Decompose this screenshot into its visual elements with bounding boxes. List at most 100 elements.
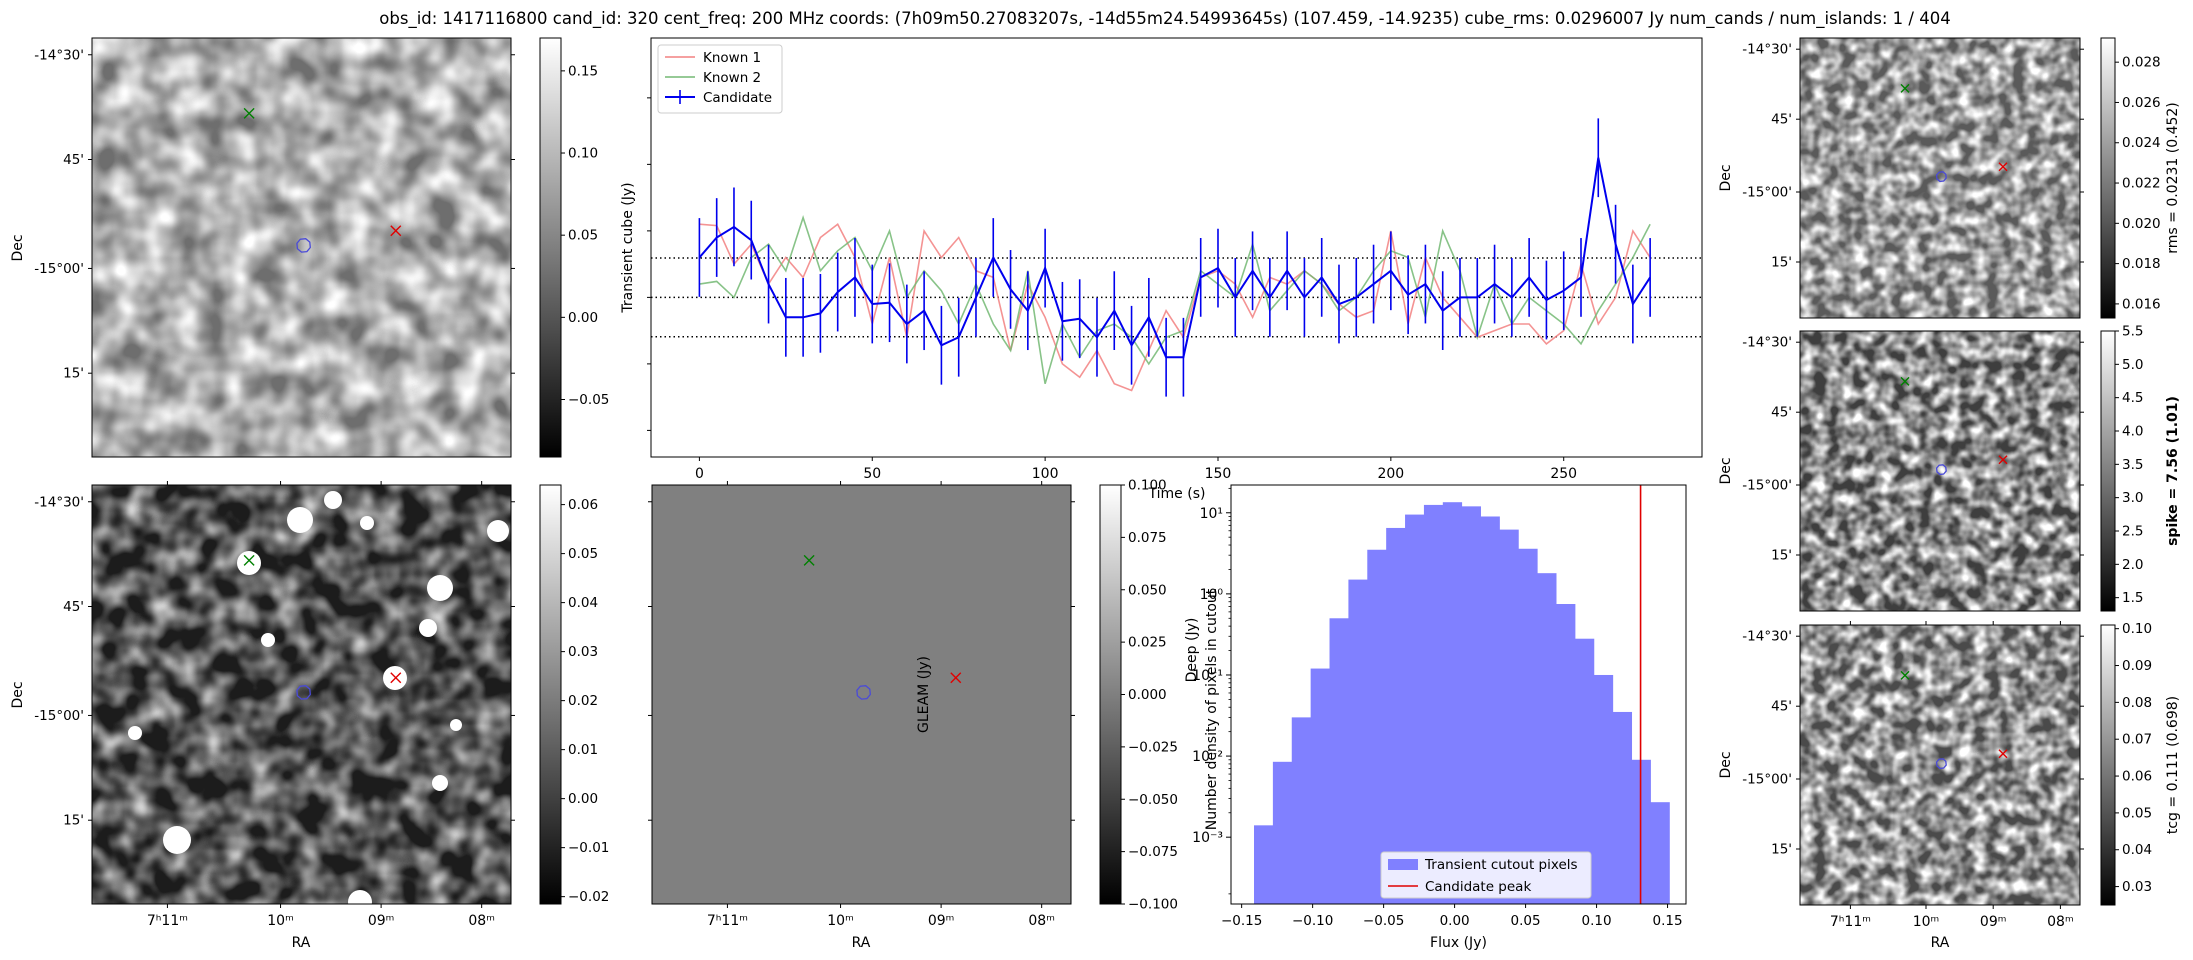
deep-ra-label: RA bbox=[292, 935, 311, 951]
colorbar-tick-label: 0.07 bbox=[2122, 732, 2152, 748]
x-tick-label: −0.10 bbox=[1292, 913, 1333, 929]
colorbar-tick-label: 0.06 bbox=[2122, 769, 2152, 785]
histogram-bar bbox=[1348, 579, 1368, 904]
ra-tick-label: 7ʰ11ᵐ bbox=[1830, 914, 1871, 930]
ra-tick-label: 7ʰ11ᵐ bbox=[147, 913, 188, 929]
colorbar-tick-label: 0.03 bbox=[2122, 879, 2152, 895]
colorbar-tick-label: 0.000 bbox=[1128, 687, 1167, 703]
deep-dec-ticks: -14°30' 45' -15°00' 15' bbox=[34, 494, 515, 829]
dec-tick-label: -14°30' bbox=[1742, 335, 1792, 351]
candidate-contour-marker bbox=[1935, 758, 1947, 770]
dec-tick-label: 15' bbox=[1771, 548, 1792, 564]
dec-tick-label: -14°30' bbox=[34, 494, 84, 510]
deep-source bbox=[450, 719, 462, 731]
y-tick-label: 10⁻¹ bbox=[1192, 668, 1223, 684]
y-tick-label: 10⁻³ bbox=[1192, 830, 1223, 846]
rms-dec-ticks: -14°30' 45' -15°00' 15' bbox=[1742, 42, 2084, 271]
deep-source bbox=[419, 619, 437, 637]
histogram-bar bbox=[1574, 638, 1595, 904]
tcg-ra-label: RA bbox=[1931, 935, 1950, 951]
colorbar-tick-label: −0.100 bbox=[1128, 897, 1178, 913]
rms-map-texture bbox=[1800, 38, 2080, 318]
transient-image-panel: -14°30' 45' -15°00' 15' Dec bbox=[10, 37, 515, 458]
tcg-dec-ticks: -14°30' 45' -15°00' 15' bbox=[1742, 629, 2084, 858]
y-tick-label: 10⁻² bbox=[1192, 749, 1223, 765]
x-tick-label: −0.05 bbox=[1363, 913, 1404, 929]
rms-map-frame bbox=[1799, 37, 2081, 319]
colorbar-tick-label: 0.03 bbox=[568, 644, 598, 660]
green-x-marker bbox=[1900, 83, 1910, 93]
legend-entry: Candidate bbox=[703, 90, 772, 106]
lightcurve-panel: 0 50 100 150 200 250 Time (s) Transient cube (J… bbox=[620, 37, 1703, 502]
gleam-image-panel: 7ʰ11ᵐ 10ᵐ 09ᵐ 08ᵐ RA bbox=[648, 481, 1075, 951]
deep-image-panel: -14°30'45'-15°00'15' 7ʰ11ᵐ 10ᵐ 09ᵐ 08ᵐ Dec … bbox=[10, 481, 515, 951]
dec-tick-label: -15°00' bbox=[1742, 478, 1792, 494]
ra-tick-label: 10ᵐ bbox=[827, 913, 854, 929]
red-x-marker bbox=[950, 672, 962, 684]
gleam-dec-ticks bbox=[648, 501, 1075, 821]
histogram-bar bbox=[1556, 604, 1576, 904]
x-tick-label: 100 bbox=[1032, 466, 1059, 482]
colorbar-tick-label: −0.050 bbox=[1128, 792, 1178, 808]
gleam-colorbar: 0.100 0.075 0.050 0.025 0.000 −0.025 −0.050 −0.… bbox=[916, 478, 1178, 913]
colorbar-label: rms = 0.0231 (0.452) bbox=[2165, 102, 2181, 254]
legend-entry: Transient cutout pixels bbox=[1424, 857, 1578, 873]
green-x-marker bbox=[243, 554, 255, 566]
deep-markers bbox=[243, 554, 402, 700]
colorbar-tick-label: 0.026 bbox=[2122, 95, 2161, 111]
colorbar-tick-label: 0.022 bbox=[2122, 176, 2161, 192]
y-tick-label: 10¹ bbox=[1200, 506, 1223, 522]
histogram-bar bbox=[1499, 529, 1519, 904]
ra-tick-label: 09ᵐ bbox=[368, 913, 395, 929]
green-x-marker bbox=[243, 107, 255, 119]
colorbar-label: spike = 7.56 (1.01) bbox=[2165, 396, 2181, 546]
tcg-markers bbox=[1900, 670, 2008, 770]
tcg-map-panel: -14°30'45'-15°00'15' 7ʰ11ᵐ 10ᵐ 09ᵐ 08ᵐ Dec … bbox=[1718, 621, 2084, 951]
histogram-bar bbox=[1329, 618, 1349, 904]
series-line-known-2 bbox=[699, 215, 1651, 385]
histogram-bar bbox=[1461, 506, 1481, 904]
histogram-bar bbox=[1367, 549, 1387, 904]
colorbar-gradient bbox=[539, 37, 562, 458]
legend-entry: Known 1 bbox=[703, 50, 761, 66]
colorbar-tick-label: 0.018 bbox=[2122, 256, 2161, 272]
histogram-bar bbox=[1310, 668, 1330, 904]
histogram-frame bbox=[1230, 484, 1687, 905]
red-x-marker bbox=[1998, 749, 2008, 759]
deep-source bbox=[360, 516, 374, 530]
dec-tick-label: 45' bbox=[1771, 112, 1792, 128]
colorbar-tick-label: 3.5 bbox=[2122, 457, 2143, 473]
colorbar-tick-label: 0.020 bbox=[2122, 216, 2161, 232]
transient-dec-label: Dec bbox=[10, 234, 26, 261]
red-x-marker bbox=[1998, 162, 2008, 172]
y-tick-label: 10⁰ bbox=[1200, 587, 1224, 603]
histogram-legend: Transient cutout pixels Candidate peak bbox=[1380, 851, 1592, 899]
candidate-contour-marker bbox=[1935, 171, 1947, 183]
ra-tick-label: 7ʰ11ᵐ bbox=[707, 913, 748, 929]
transient-image-frame bbox=[91, 37, 512, 458]
gleam-ra-label: RA bbox=[852, 935, 871, 951]
ra-tick-label: 10ᵐ bbox=[1913, 914, 1940, 930]
red-x-marker bbox=[1998, 455, 2008, 465]
colorbar-tick-label: 0.15 bbox=[568, 63, 598, 79]
figure-title: obs_id: 1417116800 cand_id: 320 cent_fre… bbox=[379, 9, 1950, 29]
rms-colorbar: 0.028 0.026 0.024 0.022 0.020 0.018 0.016 rms =… bbox=[2100, 37, 2181, 319]
dec-tick-label: -14°30' bbox=[1742, 42, 1792, 58]
histogram-bar bbox=[1291, 717, 1312, 904]
colorbar-tick-label: 0.04 bbox=[2122, 842, 2152, 858]
green-x-marker bbox=[803, 554, 815, 566]
histogram-bar bbox=[1442, 502, 1463, 904]
deep-source bbox=[324, 491, 342, 509]
transient-dec-ticks: -14°30' 45' -15°00' 15' bbox=[34, 47, 515, 382]
gleam-image-bg bbox=[651, 484, 1072, 905]
spike-map-frame bbox=[1799, 330, 2081, 612]
candidate-contour-marker bbox=[1935, 464, 1947, 476]
spike-map-panel: -14°30' 45' -15°00' 15' Dec bbox=[1718, 330, 2084, 612]
dec-tick-label: 45' bbox=[63, 599, 84, 615]
histogram-bar bbox=[1405, 514, 1425, 904]
deep-ra-ticks: 7ʰ11ᵐ 10ᵐ 09ᵐ 08ᵐ bbox=[147, 481, 495, 929]
red-x-marker bbox=[390, 225, 402, 237]
deep-source bbox=[261, 633, 275, 647]
lightcurve-legend: Known 1 Known 2 Candidate bbox=[657, 44, 783, 114]
ra-tick-label: 09ᵐ bbox=[1980, 914, 2007, 930]
